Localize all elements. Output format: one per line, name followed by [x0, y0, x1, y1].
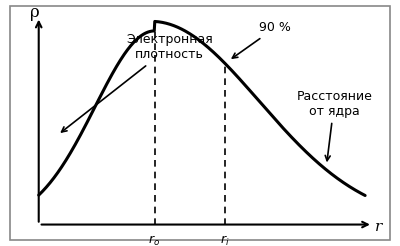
Text: $r_i$: $r_i$: [220, 234, 230, 246]
Text: r: r: [375, 220, 382, 234]
Text: 90 %: 90 %: [232, 21, 291, 58]
Text: $r_o$: $r_o$: [148, 234, 160, 246]
Text: Расстояние
от ядра: Расстояние от ядра: [296, 90, 372, 161]
Text: ρ: ρ: [30, 3, 40, 20]
Text: Электронная
плотность: Электронная плотность: [62, 33, 213, 132]
